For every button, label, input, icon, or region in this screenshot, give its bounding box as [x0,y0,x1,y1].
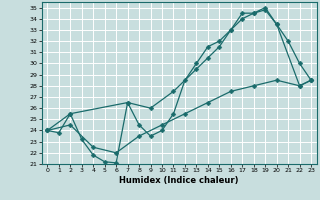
X-axis label: Humidex (Indice chaleur): Humidex (Indice chaleur) [119,176,239,185]
